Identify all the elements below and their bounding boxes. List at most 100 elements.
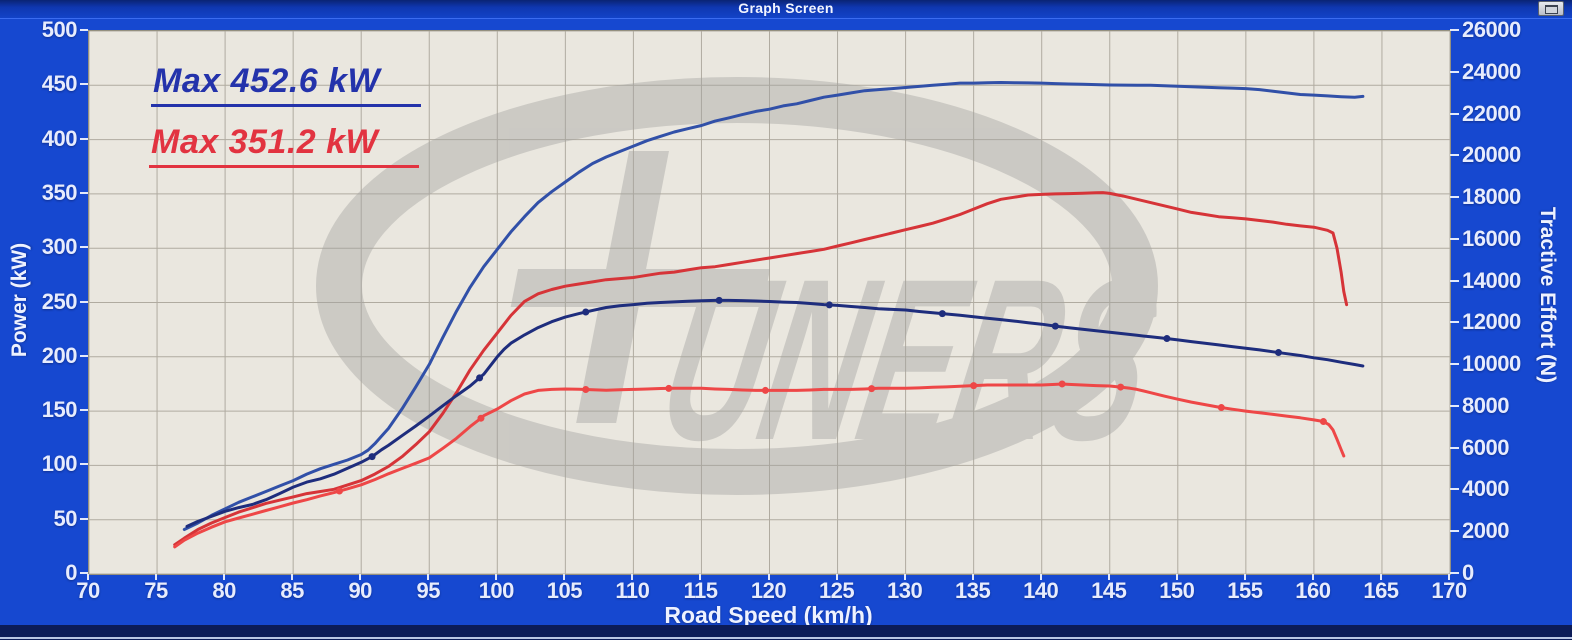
x-tick-label: 95 [416,578,441,603]
y-left-tick-label: 100 [41,451,78,477]
x-tick-mark [1243,574,1246,580]
x-tick-mark [563,574,566,580]
x-tick-mark [155,574,158,580]
x-tick-label: 140 [1023,578,1059,603]
series-tractive-run-red-line [173,382,1346,549]
y-left-tick-label: 0 [65,560,77,585]
y-left-tick-mark [80,83,88,86]
y-right-tick-mark [1450,488,1459,491]
x-tick-mark [1175,574,1178,580]
y-left-tick-mark [80,463,88,466]
x-tick-label: 135 [955,578,991,603]
x-tick-mark [835,574,838,580]
y-right-tick-mark [1450,321,1459,324]
x-tick-mark [223,574,226,580]
y-right-tick-mark [1450,404,1459,407]
data-point-marker [1051,322,1059,330]
x-tick-mark [903,574,906,580]
data-point-marker [1163,335,1171,343]
y-left-tick-mark [80,517,88,520]
x-tick-label: 150 [1159,578,1195,603]
y-right-tick-label: 18000 [1462,184,1521,210]
gridlines [89,31,1450,574]
max-power-annotation-blue: Max 452.6 kW [151,62,421,107]
y-right-tick-label: 24000 [1462,58,1521,84]
screen-bottom-line [0,637,1572,639]
x-tick-label: 125 [818,578,855,603]
data-point-marker [1058,380,1066,388]
title-bar: Graph Screen [0,0,1572,19]
data-point-marker [1217,404,1225,412]
y-right-tick-mark [1450,446,1459,449]
x-tick-label: 90 [348,578,372,603]
y-right-tick-mark [1450,279,1459,282]
y-right-tick-mark [1450,154,1459,157]
y-right-tick-mark [1450,29,1459,31]
x-tick-mark [971,574,974,580]
x-tick-label: 80 [212,578,236,603]
x-tick-label: 160 [1295,578,1331,603]
x-tick-label: 75 [144,578,168,603]
y-right-tick-label: 0 [1462,560,1474,585]
x-tick-mark [427,574,430,580]
window-control-icon [1544,5,1558,14]
y-right-tick-label: 6000 [1462,434,1509,460]
x-tick-mark [359,574,362,580]
y-left-tick-label: 450 [41,71,78,97]
x-tick-label: 85 [280,578,304,603]
data-point-marker [761,386,769,394]
x-tick-label: 120 [750,578,787,603]
x-tick-label: 170 [1431,578,1467,603]
data-point-marker [715,296,723,304]
x-tick-label: 155 [1227,578,1263,603]
x-tick-label: 110 [615,578,650,603]
y-right-tick-label: 8000 [1462,392,1509,418]
x-tick-mark [1379,574,1382,580]
window-control-button[interactable] [1538,1,1564,16]
y-right-tick-label: 16000 [1462,225,1521,251]
y-right-tick-mark [1450,363,1459,366]
data-point-marker [665,384,673,392]
y-left-tick-label: 500 [41,17,78,42]
x-tick-mark [1311,574,1314,580]
y-left-tick-mark [80,409,88,412]
data-point-marker [868,385,876,393]
y-right-tick-mark [1450,196,1459,199]
y-left-tick-label: 150 [41,397,78,423]
x-tick-mark [1107,574,1110,580]
y-right-tick-mark [1450,237,1459,240]
svg-text:UNERS: UNERS [644,232,1174,489]
x-tick-label: 130 [886,578,923,603]
data-point-marker [368,453,376,461]
y-left-tick-label: 300 [41,234,78,260]
x-axis-title: Road Speed (km/h) [664,602,873,628]
window-title: Graph Screen [738,0,834,16]
data-point-marker [1117,383,1125,391]
y-left-tick-label: 350 [41,179,78,205]
y-left-tick-label: 200 [41,342,78,368]
dyno-chart: UNERS [89,31,1450,574]
x-tick-label: 145 [1091,578,1127,603]
max-power-annotation-red: Max 351.2 kW [149,123,419,168]
y-left-tick-mark [80,191,88,194]
series-power-run-red-line [173,191,1349,547]
y-left-tick-mark [80,137,88,140]
y-left-tick-label: 50 [53,505,78,531]
y-right-tick-label: 2000 [1462,518,1509,544]
plot-area[interactable]: UNERS Max 452.6 kW Max 351.2 kW [88,30,1451,575]
y-right-tick-label: 14000 [1462,267,1521,293]
y-right-tick-mark [1450,112,1459,115]
x-tick-label: 105 [546,578,583,603]
x-tick-mark [87,574,89,580]
data-point-marker [938,310,946,318]
y-right-tick-mark [1450,530,1459,533]
y-right-tick-label: 26000 [1462,17,1521,42]
y-left-tick-label: 400 [41,125,78,151]
y-left-tick-mark [80,246,88,249]
y-left-tick-mark [80,354,88,357]
x-tick-label: 165 [1363,578,1399,603]
tuners-watermark: UNERS [316,77,1174,495]
x-tick-mark [631,574,634,580]
data-point-marker [335,487,343,495]
